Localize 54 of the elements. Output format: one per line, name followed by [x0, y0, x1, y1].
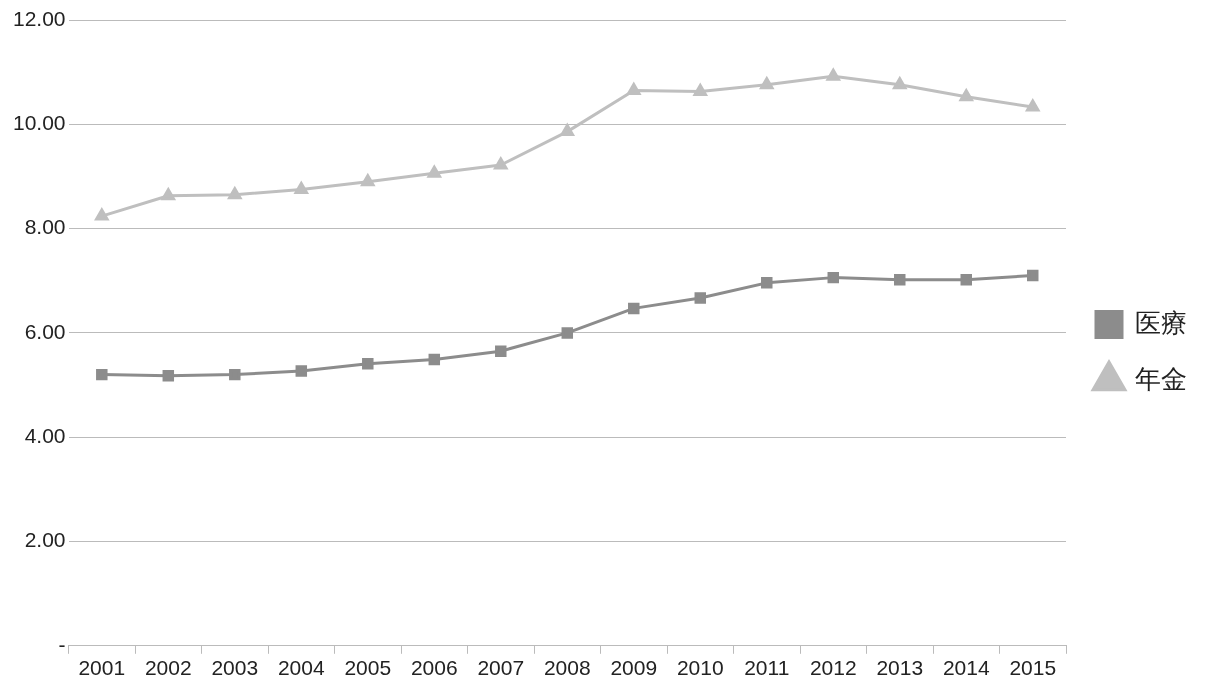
point [494, 157, 508, 170]
y-tick-label: 6.00 [24, 319, 66, 343]
legend-label: 医療 [1135, 307, 1187, 338]
point [1027, 269, 1039, 282]
point [628, 302, 640, 315]
x-tick-label: 2001 [78, 656, 126, 680]
point [694, 292, 707, 304]
point [894, 273, 906, 286]
point [560, 124, 574, 137]
x-tick-label: 2013 [876, 656, 924, 680]
x-tick-label: 2015 [1009, 656, 1057, 680]
point [1026, 99, 1040, 112]
y-tick-label: 4.00 [24, 424, 66, 447]
point [761, 277, 773, 289]
point [362, 357, 374, 370]
y-tick-label: - [58, 632, 66, 656]
x-tick-label: 2012 [809, 656, 857, 680]
point [960, 273, 972, 286]
y-tick-label: 2.00 [24, 528, 66, 552]
point [561, 327, 574, 339]
x-tick-label: 2010 [676, 656, 724, 680]
point [228, 187, 242, 200]
point [428, 353, 441, 366]
x-tick-label: 2006 [410, 656, 458, 680]
point [959, 89, 973, 102]
y-tick-label: 10.00 [12, 111, 66, 135]
point [96, 368, 108, 381]
point [295, 365, 308, 377]
point [162, 369, 175, 382]
y-tick-label: 12.00 [12, 6, 66, 30]
point [893, 77, 907, 90]
point [495, 345, 507, 357]
point [427, 165, 441, 178]
x-tick-label: 2003 [211, 656, 259, 680]
x-tick-label: 2014 [942, 656, 990, 680]
point [760, 77, 774, 90]
point [827, 271, 840, 284]
legend-label: 年金 [1135, 363, 1187, 394]
point [229, 368, 241, 381]
x-tick-label: 2004 [277, 656, 325, 680]
y-tick-label: 8.00 [24, 215, 66, 239]
x-tick-label: 2008 [543, 656, 591, 680]
x-tick-label: 2005 [344, 656, 392, 680]
x-tick-label: 2011 [744, 656, 790, 680]
point [826, 68, 840, 81]
point [361, 174, 375, 187]
x-tick-label: 2009 [610, 656, 658, 680]
point [693, 83, 707, 96]
point [161, 188, 175, 201]
point [95, 208, 109, 221]
x-tick-label: 2007 [477, 656, 525, 680]
x-tick-label: 2002 [144, 656, 192, 680]
point [294, 181, 308, 194]
point [627, 82, 641, 95]
